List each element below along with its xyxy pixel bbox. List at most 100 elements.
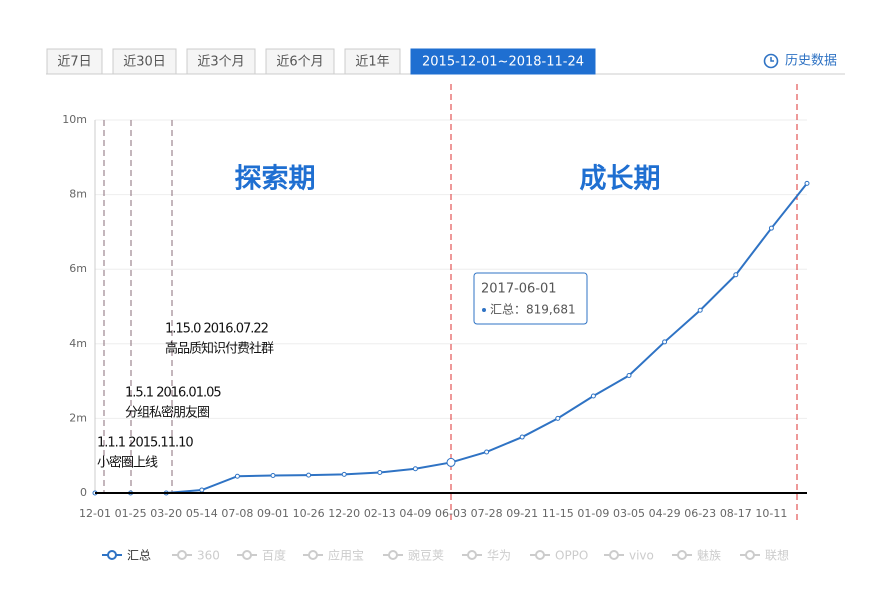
x-tick-label: 11-15 (542, 507, 574, 520)
tab-box (265, 48, 335, 75)
legend-label[interactable]: 360 (197, 549, 220, 563)
legend-label[interactable]: OPPO (555, 549, 588, 563)
legend-item[interactable]: vivo (604, 549, 654, 563)
y-tick-label: 0 (80, 486, 87, 499)
tab[interactable]: 近7日 (46, 48, 103, 75)
legend-label[interactable]: 豌豆荚 (408, 548, 444, 563)
phase-label: 探索期 (235, 164, 316, 195)
tooltip-dot (482, 308, 486, 312)
legend-marker (677, 550, 687, 560)
x-tick-label: 06-03 (435, 507, 467, 520)
y-tick-label: 8m (69, 188, 87, 201)
data-point (199, 487, 205, 493)
data-point (306, 472, 312, 478)
tab[interactable]: 近1年 (344, 48, 401, 75)
tooltip-box (473, 272, 588, 325)
tab-box (410, 48, 596, 75)
x-tick-label: 05-14 (186, 507, 218, 520)
x-tick-label: 02-13 (364, 507, 396, 520)
legend-item[interactable]: 华为 (462, 549, 511, 563)
tab-box (186, 48, 256, 75)
x-tick-label: 09-01 (257, 507, 289, 520)
x-tick-label: 03-05 (613, 507, 645, 520)
legend-marker (388, 550, 398, 560)
x-tick-label: 01-25 (115, 507, 147, 520)
x-tick-label: 12-01 (79, 507, 111, 520)
legend-marker (467, 550, 477, 560)
data-point (412, 466, 418, 472)
legend-label[interactable]: 应用宝 (328, 548, 364, 563)
legend-item[interactable]: 魅族 (672, 548, 721, 563)
history-text[interactable]: 历史数据 (785, 54, 837, 69)
legend-marker (609, 550, 619, 560)
y-tick-label: 2m (69, 411, 87, 424)
data-point (341, 471, 347, 477)
tab-label[interactable]: 近30日 (123, 55, 166, 70)
annotation-text: 分组私密朋友圈 (125, 405, 209, 421)
x-tick-label: 04-09 (399, 507, 431, 520)
x-tick-label: 04-29 (649, 507, 681, 520)
legend-label[interactable]: 汇总 (127, 549, 151, 563)
legend-label[interactable]: 华为 (487, 549, 511, 563)
x-tick-label: 08-17 (720, 507, 752, 520)
data-point (377, 469, 383, 475)
legend-label[interactable]: 联想 (765, 548, 789, 563)
x-tick-label: 10-11 (755, 507, 787, 520)
y-tick-label: 6m (69, 262, 87, 275)
tab-box (46, 48, 103, 75)
x-tick-label: 09-21 (506, 507, 538, 520)
tab[interactable]: 近6个月 (265, 48, 335, 75)
annotation-version: 1.1.1 2015.11.10 (97, 436, 193, 451)
history-icon (763, 53, 779, 69)
data-point (446, 457, 456, 467)
data-point (626, 373, 632, 379)
x-tick-label: 06-23 (684, 507, 716, 520)
legend-item[interactable]: 汇总 (102, 549, 151, 563)
legend-marker (308, 550, 318, 560)
legend-item[interactable]: 联想 (740, 548, 789, 563)
legend-label[interactable]: vivo (629, 549, 654, 563)
legend-marker (107, 550, 117, 560)
x-tick-label: 12-20 (328, 507, 360, 520)
x-tick-label: 01-09 (577, 507, 609, 520)
history-link[interactable]: 历史数据 (763, 53, 838, 69)
x-tick-label: 10-26 (293, 507, 325, 520)
tab[interactable]: 2015-12-01~2018-11-24 (410, 48, 596, 75)
data-point (555, 415, 561, 421)
tab-label[interactable]: 2015-12-01~2018-11-24 (422, 55, 584, 70)
data-point (804, 180, 810, 186)
annotation-text: 高品质知识付费社群 (165, 341, 274, 357)
tab[interactable]: 近30日 (112, 48, 177, 75)
legend-item[interactable]: 360 (172, 549, 220, 563)
legend-marker (177, 550, 187, 560)
tab[interactable]: 近3个月 (186, 48, 256, 75)
data-point (662, 339, 668, 345)
data-point (590, 393, 596, 399)
legend-item[interactable]: 百度 (237, 548, 286, 563)
legend-item[interactable]: OPPO (530, 549, 588, 563)
data-point (733, 272, 739, 278)
legend-marker (242, 550, 252, 560)
history-icon-hand (770, 57, 774, 62)
tab-label[interactable]: 近3个月 (197, 55, 244, 70)
tab-label[interactable]: 近1年 (355, 55, 389, 70)
tab-label[interactable]: 近7日 (57, 55, 91, 70)
legend-item[interactable]: 应用宝 (303, 548, 364, 563)
data-point (270, 472, 276, 478)
tab-box (344, 48, 401, 75)
tab-label[interactable]: 近6个月 (276, 55, 323, 70)
legend-marker (535, 550, 545, 560)
data-point (697, 307, 703, 313)
data-point (519, 434, 525, 440)
legend-label[interactable]: 百度 (262, 548, 286, 563)
legend-marker (745, 550, 755, 560)
x-tick-label: 07-28 (471, 507, 503, 520)
annotation-version: 1.5.1 2016.01.05 (125, 386, 221, 401)
legend-label[interactable]: 魅族 (697, 548, 721, 563)
legend-item[interactable]: 豌豆荚 (383, 548, 444, 563)
x-tick-label: 03-20 (150, 507, 182, 520)
tooltip-value: 汇总：819,681 (490, 303, 576, 317)
phase-label: 成长期 (580, 164, 661, 195)
